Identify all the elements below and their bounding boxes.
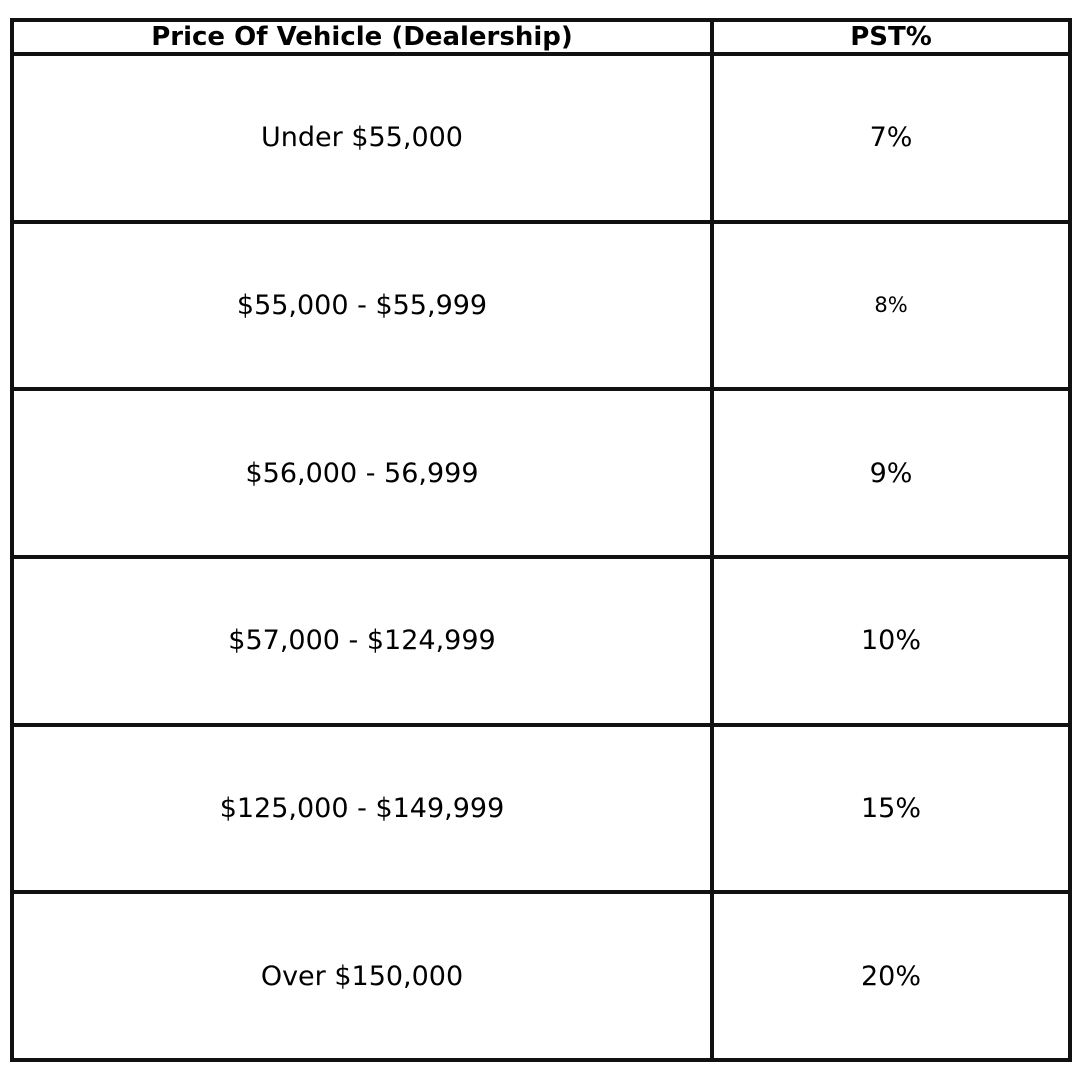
- table-row: $125,000 - $149,999 15%: [10, 722, 1072, 895]
- price-cell: Under $55,000: [10, 52, 714, 224]
- header-cell: PST%: [710, 18, 1072, 56]
- header-row: Price Of Vehicle (Dealership) PST%: [10, 18, 1072, 56]
- pst-cell: 8%: [710, 219, 1072, 392]
- table-row: Under $55,000 7%: [10, 52, 1072, 224]
- table-container: Price Of Vehicle (Dealership) PST% Under …: [10, 18, 1072, 1062]
- price-cell: $125,000 - $149,999: [10, 722, 714, 895]
- table-body: Under $55,000 7% $55,000 - $55,999 8% $56,00…: [10, 52, 1072, 1062]
- price-cell: $57,000 - $124,999: [10, 554, 714, 727]
- table-row: $56,000 - 56,999 9%: [10, 387, 1072, 559]
- pst-cell: 7%: [710, 52, 1072, 224]
- price-cell: $55,000 - $55,999: [10, 219, 714, 392]
- pst-cell: 10%: [710, 554, 1072, 727]
- pst-cell: 9%: [710, 387, 1072, 559]
- pst-cell: 20%: [710, 890, 1072, 1062]
- table-row: $57,000 - $124,999 10%: [10, 554, 1072, 727]
- pst-cell: 15%: [710, 722, 1072, 895]
- header-cell: Price Of Vehicle (Dealership): [10, 18, 714, 56]
- table-row: $55,000 - $55,999 8%: [10, 219, 1072, 392]
- pst-table: Price Of Vehicle (Dealership) PST% Under …: [10, 18, 1072, 1062]
- table-row: Over $150,000 20%: [10, 890, 1072, 1062]
- price-cell: Over $150,000: [10, 890, 714, 1062]
- price-cell: $56,000 - 56,999: [10, 387, 714, 559]
